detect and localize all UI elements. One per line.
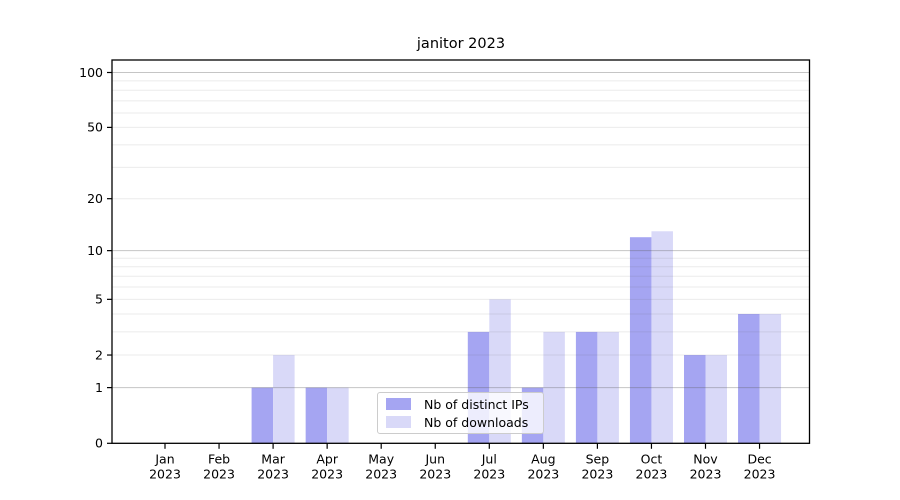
legend-item-distinct-ips: Nb of distinct IPs (378, 395, 543, 413)
bar-downloads-dec (759, 313, 782, 444)
chart-title: janitor 2023 (416, 36, 506, 52)
x-tick-label-month: Jun (424, 451, 445, 466)
y-tick-label: 20 (87, 191, 103, 206)
bar-downloads-apr (327, 387, 349, 444)
x-tick-label-year: 2023 (257, 466, 289, 481)
x-tick-label-month: Sep (586, 451, 610, 466)
bar-distinct-ips-apr (305, 387, 328, 444)
y-tick-label: 50 (87, 120, 103, 135)
x-tick-label-year: 2023 (473, 466, 505, 481)
x-tick-label-year: 2023 (527, 466, 559, 481)
y-tick-label: 1 (95, 380, 103, 395)
legend-item-downloads: Nb of downloads (378, 413, 543, 431)
y-tick-label: 100 (79, 65, 103, 80)
x-tick-label-month: Feb (208, 451, 230, 466)
y-tick-label: 0 (95, 436, 103, 451)
x-tick-label-month: Aug (531, 451, 555, 466)
y-tick-label: 10 (87, 243, 103, 258)
bar-distinct-ips-sep (575, 331, 598, 444)
plot-border (111, 59, 811, 444)
x-tick-label-year: 2023 (636, 466, 668, 481)
bar-distinct-ips-nov (684, 355, 706, 444)
x-tick-label-year: 2023 (311, 466, 343, 481)
x-tick-label-year: 2023 (690, 466, 722, 481)
bar-downloads-oct (651, 231, 673, 444)
x-tick-label-year: 2023 (581, 466, 613, 481)
x-tick-label-year: 2023 (365, 466, 397, 481)
y-tick-label: 2 (95, 347, 103, 362)
bar-distinct-ips-mar (251, 387, 274, 444)
x-tick-label-month: Jul (481, 451, 497, 466)
x-tick-label-year: 2023 (419, 466, 451, 481)
bar-downloads-nov (705, 355, 727, 444)
x-tick-label-month: Nov (693, 451, 718, 466)
legend: Nb of distinct IPs Nb of downloads (377, 392, 544, 434)
bar-distinct-ips-dec (738, 313, 760, 444)
bar-distinct-ips-oct (629, 237, 652, 444)
legend-swatch-downloads (386, 416, 411, 428)
legend-swatch-distinct-ips (386, 398, 411, 410)
x-tick-label-month: May (368, 451, 394, 466)
bar-downloads-aug (543, 331, 565, 444)
x-tick-label-month: Jan (154, 451, 174, 466)
x-tick-label-month: Apr (316, 451, 338, 466)
x-tick-label-month: Oct (641, 451, 663, 466)
x-tick-label-year: 2023 (203, 466, 235, 481)
legend-label-distinct-ips: Nb of distinct IPs (424, 396, 529, 412)
bar-downloads-sep (597, 331, 619, 444)
x-tick-label-year: 2023 (149, 466, 181, 481)
x-tick-label-month: Dec (747, 451, 771, 466)
y-tick-label: 5 (95, 292, 103, 307)
x-tick-label-month: Mar (261, 451, 285, 466)
legend-label-downloads: Nb of downloads (424, 414, 529, 430)
x-tick-label-year: 2023 (744, 466, 776, 481)
bar-downloads-mar (273, 355, 295, 444)
